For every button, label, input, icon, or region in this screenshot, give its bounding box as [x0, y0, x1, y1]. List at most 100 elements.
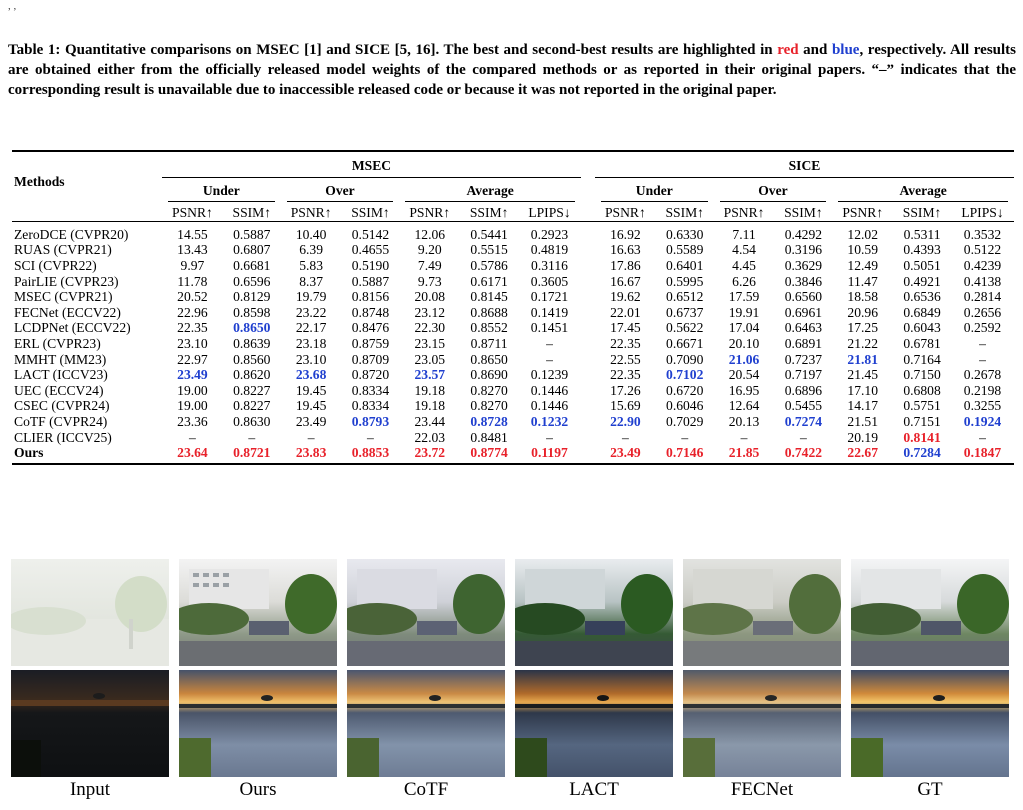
- campus-lact-image: [515, 559, 673, 666]
- table-cell: 0.5455: [784, 398, 823, 414]
- metric-header: PSNR↑: [832, 205, 894, 222]
- table-cell: 0.7422: [784, 445, 823, 461]
- table-cell: 0.1239: [530, 367, 569, 383]
- table-cell: 0.1721: [530, 289, 569, 305]
- table-cell: 16.67: [610, 273, 641, 289]
- table-cell: 23.49: [610, 445, 641, 461]
- lake-gt-image: [851, 670, 1009, 777]
- table-row: UEC (ECCV24) 19.00 0.8227 19.45 0.8334 19.18 0…: [12, 383, 1014, 399]
- table-body: ZeroDCE (CVPR20) 14.55 0.5887 10.40 0.5142 12…: [12, 221, 1014, 464]
- table-cell: 22.97: [177, 351, 208, 367]
- caption-part3: , respectively. All results are obtained…: [8, 42, 1016, 98]
- table-cell: 0.1847: [963, 445, 1002, 461]
- table-header-row-groups: Methods MSEC SICE: [12, 151, 1014, 189]
- table-cell: 10.40: [295, 226, 327, 242]
- metric-header: LPIPS↓: [518, 205, 581, 222]
- table-cell: 0.7029: [666, 413, 704, 429]
- method-name: RUAS (CVPR21): [14, 242, 112, 258]
- table-cell: 0.8620: [233, 367, 271, 383]
- table-cell: 0.1419: [530, 304, 569, 320]
- table-cell: 23.10: [177, 335, 208, 351]
- table-cell: 0.6671: [666, 335, 704, 351]
- table-cell: 0.8476: [351, 320, 390, 336]
- table-cell: 22.90: [610, 413, 641, 429]
- table-cell: 21.85: [728, 445, 760, 461]
- table-cell: 0.8227: [233, 382, 271, 398]
- table-cell: 22.30: [414, 320, 446, 336]
- table-cell: 0.6043: [903, 320, 941, 336]
- method-name: ERL (CVPR23): [14, 335, 101, 351]
- caption-part1: Table 1: Quantitative comparisons on MSE…: [8, 42, 778, 58]
- table-cell: 14.55: [177, 226, 208, 242]
- table-cell: 21.22: [847, 335, 879, 351]
- campus-fecnet-image: [683, 559, 841, 666]
- table-cell: 0.5887: [233, 226, 271, 242]
- table-cell: 0.8728: [470, 413, 508, 429]
- table-cell: 0.3255: [963, 398, 1002, 414]
- table-cell: 22.67: [847, 445, 879, 461]
- subgroup-sice-under: Under: [600, 183, 708, 203]
- table-cell: 0.7164: [903, 351, 941, 367]
- table-cell: –: [546, 351, 553, 367]
- table-cell: 0.5995: [666, 273, 704, 289]
- table-cell: 17.59: [728, 289, 760, 305]
- table-cell: 0.6046: [666, 398, 704, 414]
- table-cell: 0.5190: [351, 257, 390, 273]
- table-cell: 0.3196: [784, 242, 823, 258]
- table-cell: –: [681, 429, 689, 445]
- method-name: ZeroDCE (CVPR20): [14, 226, 129, 242]
- table-cell: 0.5441: [470, 226, 508, 242]
- gallery-label-fecnet: FECNet: [730, 779, 794, 800]
- method-name: CLIER (ICCV25): [14, 429, 112, 445]
- metric-header: PSNR↑: [280, 205, 342, 222]
- table-caption: Table 1: Quantitative comparisons on MSE…: [8, 40, 1016, 100]
- table-cell: 20.96: [847, 304, 879, 320]
- table-cell: 0.8690: [470, 367, 508, 383]
- table-cell: 12.64: [728, 398, 760, 414]
- table-cell: 19.91: [728, 304, 760, 320]
- table-cell: 0.7102: [666, 367, 704, 383]
- table-cell: 12.02: [847, 226, 879, 242]
- metric-header: LPIPS↓: [950, 205, 1014, 222]
- table-cell: 0.7197: [784, 367, 823, 383]
- metric-header: SSIM↑: [655, 205, 714, 222]
- table-cell: 0.3605: [530, 273, 569, 289]
- lake-ours-image: [179, 670, 337, 777]
- table-cell: –: [189, 429, 196, 445]
- table-row: CoTF (CVPR24) 23.36 0.8630 23.49 0.8793 23.44…: [12, 414, 1014, 430]
- table-cell: 6.26: [732, 273, 756, 289]
- table-cell: 0.8748: [351, 304, 390, 320]
- table-cell: 0.8711: [470, 335, 508, 351]
- subgroup-sice-over: Over: [719, 183, 827, 203]
- table-cell: 0.8774: [470, 445, 508, 461]
- table-cell: 22.96: [177, 304, 208, 320]
- qualitative-gallery: Input Ours CoTF LACT FECNet GT: [11, 559, 1015, 801]
- table-cell: 14.17: [847, 398, 879, 414]
- table-cell: 0.2814: [963, 289, 1002, 305]
- table-cell: 23.15: [414, 335, 446, 351]
- table-cell: 15.69: [610, 398, 641, 414]
- table-cell: 0.1446: [530, 382, 569, 398]
- table-cell: 0.3116: [531, 257, 568, 273]
- table-cell: 0.8481: [470, 429, 508, 445]
- table-cell: 16.95: [728, 382, 760, 398]
- table-cell: 20.08: [414, 289, 446, 305]
- table-cell: 0.7284: [903, 445, 941, 461]
- table-cell: 0.6737: [666, 304, 704, 320]
- metric-header: PSNR↑: [594, 205, 656, 222]
- table-cell: 0.8720: [351, 367, 390, 383]
- table-row: PairLIE (CVPR23) 11.78 0.6596 8.37 0.5887 9.7…: [12, 274, 1014, 290]
- table-cell: 13.43: [177, 242, 208, 258]
- table-cell: –: [546, 335, 553, 351]
- table-cell: 16.63: [610, 242, 641, 258]
- table-row: CLIER (ICCV25) – – – – 22.03 0.8481 – – – – – 20.19 0…: [12, 430, 1014, 446]
- results-table: Methods MSEC SICE Under Over Average Und…: [12, 150, 1014, 465]
- table-cell: 0.1451: [530, 320, 569, 336]
- table-cell: 6.39: [299, 242, 324, 258]
- table-cell: 11.78: [177, 273, 208, 289]
- table-row: SCI (CVPR22) 9.97 0.6681 5.83 0.5190 7.49 0.57…: [12, 258, 1014, 274]
- subgroup-msec-average: Average: [405, 183, 575, 203]
- method-name: CSEC (CVPR24): [14, 398, 110, 414]
- table-cell: 23.49: [295, 413, 327, 429]
- table-cell: 23.36: [177, 413, 208, 429]
